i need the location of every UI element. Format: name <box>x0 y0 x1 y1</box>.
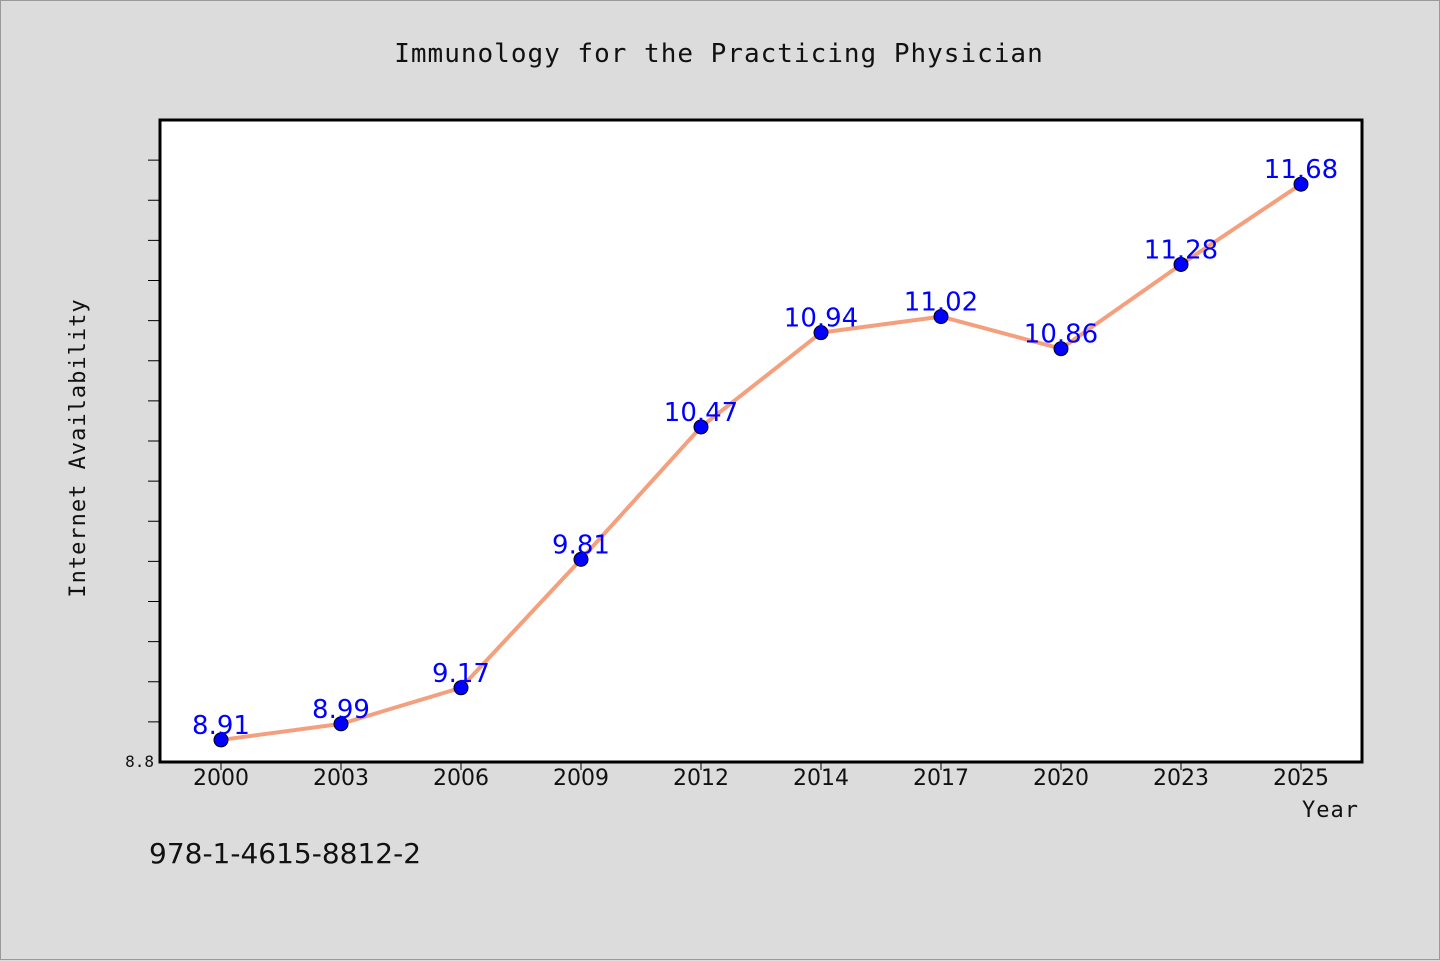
data-labels-layer: 8.91 8.99 9.17 9.81 10.47 10.94 11.02 10.86 11.2… <box>192 155 1338 741</box>
data-point <box>333 716 349 732</box>
x-tick-label: 2003 <box>313 766 369 791</box>
data-label: 11.28 <box>1144 235 1218 265</box>
chart-title: Immunology for the Practicing Physician <box>394 39 1043 69</box>
data-label: 9.81 <box>552 530 610 560</box>
x-tick-label: 2012 <box>673 766 729 791</box>
y-tick-label: 8.8 <box>125 752 154 771</box>
data-label: 10.94 <box>784 304 858 334</box>
data-point <box>213 732 229 748</box>
data-point <box>1293 176 1309 192</box>
x-axis-label: Year <box>1302 798 1359 823</box>
data-point <box>1053 341 1069 357</box>
data-point <box>933 309 949 325</box>
data-point <box>1173 256 1189 272</box>
isbn-text: 978-1-4615-8812-2 <box>149 837 421 870</box>
x-tick-label: 2009 <box>553 766 609 791</box>
x-tick-label: 2017 <box>913 766 969 791</box>
data-label: 11.02 <box>904 288 978 318</box>
x-tick-label: 2023 <box>1153 766 1209 791</box>
x-tick-label: 2020 <box>1033 766 1089 791</box>
data-point <box>573 551 589 567</box>
data-label: 10.47 <box>664 398 738 428</box>
data-label: 8.91 <box>192 711 250 741</box>
y-axis-label: Internet Availability <box>66 298 91 597</box>
data-point <box>813 325 829 341</box>
data-label: 11.68 <box>1264 155 1338 185</box>
x-tick-label: 2014 <box>793 766 849 791</box>
series-line <box>220 182 1303 742</box>
data-point <box>453 680 469 696</box>
plot-area <box>158 118 1364 764</box>
data-point <box>693 419 709 435</box>
x-tick-label: 2000 <box>193 766 249 791</box>
x-axis-ticks: 2000 2003 2006 2009 2012 2014 2017 2020 2023 2025 <box>193 762 1329 791</box>
x-tick-label: 2006 <box>433 766 489 791</box>
y-axis-ticks <box>148 159 160 723</box>
data-label: 8.99 <box>312 695 370 725</box>
x-tick-label: 2025 <box>1273 766 1329 791</box>
data-label: 10.86 <box>1024 320 1098 350</box>
data-label: 9.17 <box>432 659 490 689</box>
series-layer <box>213 176 1309 748</box>
